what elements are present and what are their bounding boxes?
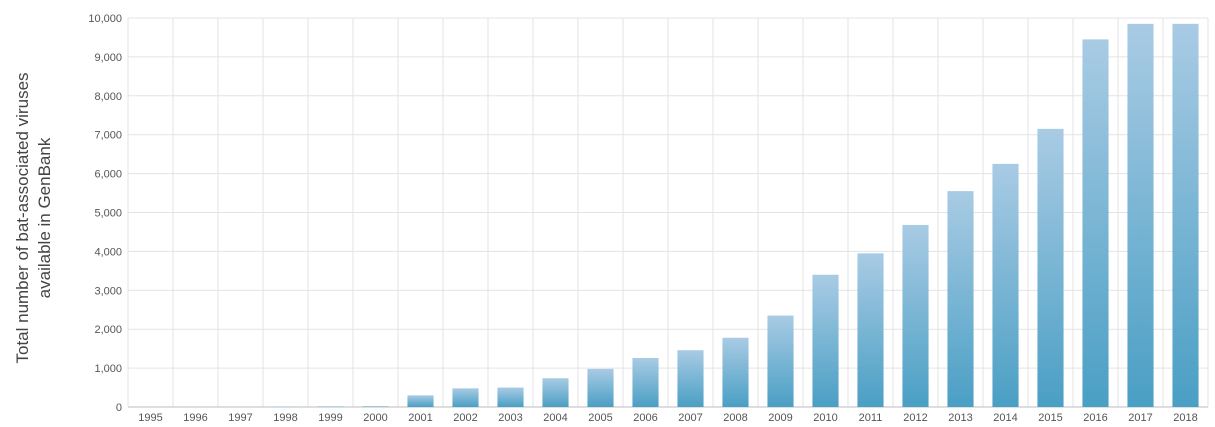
x-tick-label-2002: 2002 xyxy=(453,412,477,424)
bar-2005 xyxy=(587,368,614,407)
bar-2016 xyxy=(1082,39,1109,408)
x-tick-label-2006: 2006 xyxy=(633,412,657,424)
x-tick-label-2009: 2009 xyxy=(768,412,792,424)
x-tick-label-2014: 2014 xyxy=(993,412,1017,424)
x-tick-label-2018: 2018 xyxy=(1173,412,1197,424)
x-tick-label-2016: 2016 xyxy=(1083,412,1107,424)
x-tick-label-2005: 2005 xyxy=(588,412,612,424)
bar-2007 xyxy=(677,350,704,407)
bar-1999 xyxy=(317,406,344,407)
x-axis-ticks: 1995 1996 1997 1998 1999 2000 2001 2002 2003 2004… xyxy=(138,412,1197,424)
x-tick-label-2015: 2015 xyxy=(1038,412,1062,424)
bar-2013 xyxy=(947,191,974,407)
y-tick-label: 0 xyxy=(116,402,122,414)
x-tick-label-2013: 2013 xyxy=(948,412,972,424)
y-tick-label: 7,000 xyxy=(94,130,122,142)
x-tick-label-2011: 2011 xyxy=(859,412,883,424)
x-tick-label-1995: 1995 xyxy=(138,412,162,424)
x-tick-label-2007: 2007 xyxy=(678,412,702,424)
y-tick-label: 4,000 xyxy=(94,246,122,258)
bar-2014 xyxy=(992,163,1019,407)
y-tick-label: 5,000 xyxy=(94,208,122,220)
bar-2017 xyxy=(1127,23,1154,408)
bar-2001 xyxy=(407,395,434,407)
bar-2003 xyxy=(497,387,524,407)
bar-2018 xyxy=(1172,23,1199,408)
y-axis-label-line-2: available in GenBank xyxy=(35,137,54,298)
x-tick-label-2012: 2012 xyxy=(903,412,927,424)
bar-2011 xyxy=(857,253,884,407)
y-tick-label: 2,000 xyxy=(94,324,122,336)
y-tick-label: 10,000 xyxy=(88,13,122,25)
x-tick-label-1997: 1997 xyxy=(228,412,252,424)
bar-2000 xyxy=(362,406,389,407)
x-tick-label-2001: 2001 xyxy=(408,412,432,424)
y-axis-ticks: 0 1,000 2,000 3,000 4,000 5,000 6,000 7,000 8,00… xyxy=(88,13,122,414)
x-tick-label-2008: 2008 xyxy=(723,412,747,424)
bar-layer xyxy=(227,23,1199,408)
y-tick-label: 1,000 xyxy=(94,363,122,375)
x-tick-label-2003: 2003 xyxy=(498,412,522,424)
grid-layer xyxy=(127,17,1209,408)
bar-2008 xyxy=(722,337,749,407)
bar-2004 xyxy=(542,378,569,407)
x-tick-label-1996: 1996 xyxy=(183,412,207,424)
x-tick-label-2010: 2010 xyxy=(813,412,837,424)
bar-2009 xyxy=(767,315,794,407)
bar-2012 xyxy=(902,224,929,407)
x-tick-label-2004: 2004 xyxy=(543,412,567,424)
bar-2006 xyxy=(632,357,659,407)
x-tick-label-1999: 1999 xyxy=(318,412,342,424)
bar-2002 xyxy=(452,388,479,407)
x-tick-label-2017: 2017 xyxy=(1128,412,1152,424)
y-tick-label: 3,000 xyxy=(94,285,122,297)
y-tick-label: 8,000 xyxy=(94,91,122,103)
y-tick-label: 6,000 xyxy=(94,169,122,181)
bar-2015 xyxy=(1037,128,1064,408)
x-tick-label-2000: 2000 xyxy=(363,412,387,424)
x-tick-label-1998: 1998 xyxy=(273,412,297,424)
y-axis-label-line-1: Total number of bat-associated viruses xyxy=(13,72,32,363)
bar-2010 xyxy=(812,274,839,407)
y-tick-label: 9,000 xyxy=(94,52,122,64)
